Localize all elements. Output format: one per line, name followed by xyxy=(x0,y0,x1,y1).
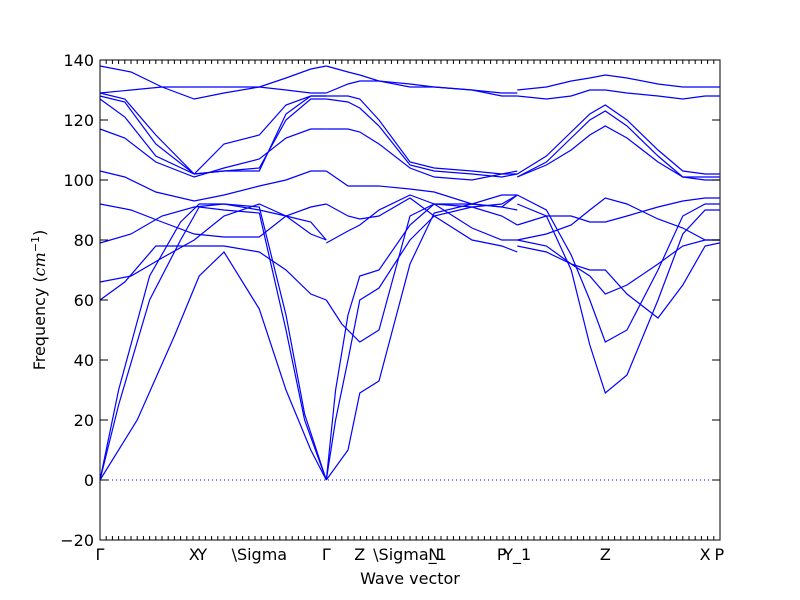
y-tick-label: 20 xyxy=(74,411,94,430)
band-line-37 xyxy=(517,89,720,100)
x-tick-label: Y xyxy=(196,545,207,564)
x-tick-label: \Sigma_1 xyxy=(373,545,447,565)
band-line-6 xyxy=(99,203,327,244)
y-tick-label: 60 xyxy=(74,291,94,310)
band-line-5 xyxy=(99,203,327,283)
y-tick-label: 0 xyxy=(84,471,94,490)
band-line-34 xyxy=(517,110,720,181)
y-tick-label: −20 xyxy=(60,531,94,550)
band-line-8 xyxy=(99,170,327,202)
band-line-7 xyxy=(99,203,327,238)
x-tick-label: P xyxy=(715,545,725,564)
y-axis-title-prefix: Frequency ( xyxy=(30,276,49,370)
x-tick-label: Γ xyxy=(322,545,331,564)
y-axis-title: Frequency (cm−1) xyxy=(29,230,49,371)
band-line-11 xyxy=(99,95,327,175)
band-line-26 xyxy=(326,80,518,97)
band-line-35 xyxy=(517,125,720,178)
band-line-3 xyxy=(99,251,327,481)
y-axis-title-exponent: −1 xyxy=(29,236,42,252)
band-line-18 xyxy=(325,203,518,343)
band-line-31 xyxy=(517,197,720,241)
band-line-30 xyxy=(517,242,720,319)
band-line-21 xyxy=(325,170,518,205)
band-line-32 xyxy=(517,197,720,226)
band-line-29 xyxy=(517,239,720,295)
band-line-28 xyxy=(517,203,720,395)
band-line-4 xyxy=(99,245,327,301)
x-tick-label: N xyxy=(428,545,440,564)
x-tick-label: \Sigma xyxy=(232,545,288,564)
band-line-9 xyxy=(99,128,327,178)
band-line-13 xyxy=(99,65,327,100)
x-tick-label: Y_1 xyxy=(502,545,531,565)
x-axis: Γ XY \Sigma Γ Z \Sigma_1N PY_1 Z X P xyxy=(96,60,725,565)
y-axis: −20 0 20 40 60 80 100 120 140 xyxy=(60,51,720,550)
x-tick-label: X xyxy=(700,545,711,564)
x-tick-label: P xyxy=(497,545,507,564)
band-line-33 xyxy=(516,104,720,175)
band-line-2 xyxy=(99,203,327,481)
x-axis-title: Wave vector xyxy=(360,569,460,588)
band-lines xyxy=(99,65,720,481)
band-line-12 xyxy=(99,92,327,175)
x-tick-label: Z xyxy=(600,545,611,564)
band-line-27 xyxy=(517,194,720,343)
x-tick-label: Γ xyxy=(96,545,105,564)
band-line-23 xyxy=(326,98,518,178)
band-line-24 xyxy=(326,95,518,175)
x-tick-label: X xyxy=(189,545,200,564)
y-tick-label: 80 xyxy=(74,231,94,250)
x-tick-label: Z xyxy=(354,545,365,564)
band-line-19 xyxy=(326,194,518,244)
y-tick-label: 100 xyxy=(63,171,94,190)
y-tick-label: 120 xyxy=(63,111,94,130)
plot-frame xyxy=(99,59,721,541)
band-line-14 xyxy=(99,86,327,94)
y-tick-label: 40 xyxy=(74,351,94,370)
y-axis-title-suffix: ) xyxy=(30,230,49,236)
y-axis-title-unit: cm xyxy=(30,252,49,276)
y-tick-label: 140 xyxy=(63,51,94,70)
band-line-36 xyxy=(517,74,720,91)
band-line-25 xyxy=(326,65,518,94)
band-line-1 xyxy=(99,206,327,481)
band-line-20 xyxy=(326,197,518,253)
band-line-17 xyxy=(325,203,518,481)
